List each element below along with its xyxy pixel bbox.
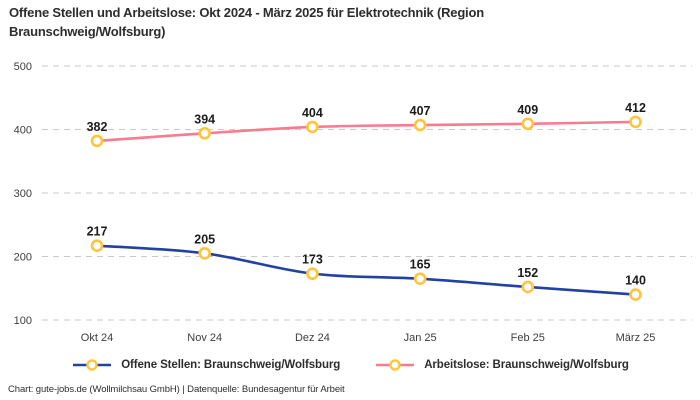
data-point-marker-arbeitslose[interactable]: [629, 115, 642, 129]
data-point-marker-arbeitslose[interactable]: [198, 127, 211, 140]
data-point-label: 165: [410, 258, 431, 272]
y-tick-label: 100: [14, 315, 32, 327]
series-line-arbeitslose: [95, 120, 637, 143]
legend-line-marker-icon: [376, 359, 415, 371]
legend-item-offene-stellen: Offene Stellen: Braunschweig/Wolfsburg: [71, 358, 340, 372]
data-point-marker-offene-stellen[interactable]: [306, 267, 319, 280]
line-chart-plot: 100 200 300 400 500 Okt 24 Nov 24 Dez 24 Jan 25 F…: [14, 61, 692, 344]
data-point-label: 412: [625, 101, 646, 115]
legend-line-marker-icon: [73, 359, 112, 371]
data-point-marker-offene-stellen[interactable]: [629, 288, 642, 301]
data-point-label: 407: [410, 104, 431, 118]
data-point-marker-arbeitslose[interactable]: [413, 118, 427, 132]
y-tick-label: 300: [14, 188, 32, 200]
data-point-label: 152: [517, 266, 538, 280]
legend: Offene Stellen: Braunschweig/Wolfsburg A…: [0, 358, 700, 372]
y-tick-label: 200: [14, 252, 32, 264]
x-tick-label: Feb 25: [511, 332, 545, 344]
data-point-label: 173: [302, 253, 323, 267]
legend-item-arbeitslose: Arbeitslose: Braunschweig/Wolfsburg: [374, 358, 629, 372]
y-tick-label: 400: [14, 125, 32, 137]
data-point-marker-arbeitslose[interactable]: [90, 134, 104, 148]
data-point-label: 140: [625, 274, 646, 288]
data-point-label: 404: [302, 106, 323, 120]
data-point-marker-arbeitslose[interactable]: [521, 117, 535, 131]
y-tick-label: 500: [14, 61, 32, 73]
data-point-marker-offene-stellen[interactable]: [90, 239, 104, 253]
series-line-offene-stellen: [95, 244, 637, 296]
x-tick-label: Nov 24: [187, 332, 222, 344]
x-tick-label: Jan 25: [404, 332, 437, 344]
data-point-label: 217: [87, 225, 108, 239]
data-point-label: 394: [194, 112, 215, 126]
chart-title: Offene Stellen und Arbeitslose: Okt 2024…: [9, 5, 484, 39]
data-point-label: 409: [517, 103, 538, 117]
x-tick-label: Dez 24: [295, 332, 330, 344]
x-tick-label: Okt 24: [81, 332, 113, 344]
data-point-marker-offene-stellen[interactable]: [413, 272, 427, 286]
x-tick-label: März 25: [616, 332, 656, 344]
data-point-marker-offene-stellen[interactable]: [521, 280, 535, 294]
data-point-marker-offene-stellen[interactable]: [198, 247, 211, 260]
legend-label-arbeitslose: Arbeitslose: Braunschweig/Wolfsburg: [424, 359, 629, 371]
data-point-label: 205: [194, 232, 215, 246]
data-point-marker-arbeitslose[interactable]: [306, 120, 319, 134]
attribution-text: Chart: gute-jobs.de (Wollmilchsau GmbH) …: [8, 384, 345, 395]
data-point-label: 382: [87, 120, 108, 134]
legend-label-offene-stellen: Offene Stellen: Braunschweig/Wolfsburg: [121, 359, 341, 371]
